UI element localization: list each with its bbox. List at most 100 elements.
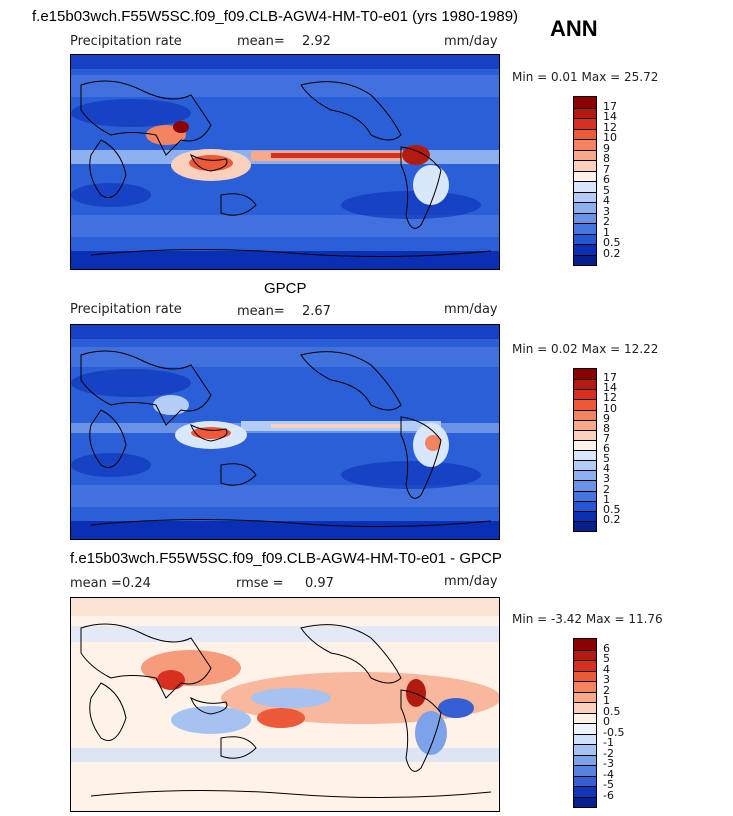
- colorbar-swatch: [574, 786, 596, 797]
- colorbar-tick-label: -0.5: [603, 725, 625, 739]
- colorbar-swatch: [574, 681, 596, 692]
- colorbar-tick-label: 17: [603, 99, 617, 113]
- colorbar-tick-label: 10: [603, 401, 617, 415]
- diff-minmax: Min = -3.42 Max = 11.76: [512, 612, 663, 626]
- colorbar-tick-label: 12: [603, 391, 617, 405]
- colorbar-tick-label: 4: [603, 194, 610, 207]
- colorbar-tick-label: 0: [603, 715, 610, 728]
- colorbar-tick-label: 10: [603, 131, 617, 144]
- model-minmax: Min = 0.01 Max = 25.72: [512, 70, 659, 84]
- colorbar-tick-label: 4: [603, 462, 610, 476]
- colorbar-swatch: [574, 733, 596, 744]
- colorbar-tick-label: 0.5: [603, 502, 621, 516]
- model-field-label: Precipitation rate: [70, 34, 182, 49]
- colorbar-tick-label: 0.2: [603, 512, 621, 526]
- colorbar-swatch: [574, 660, 596, 671]
- obs-mean-value: 2.67: [302, 304, 331, 319]
- colorbar-tick-label: -6: [603, 788, 614, 802]
- colorbar-swatch: [574, 429, 596, 440]
- colorbar-tick-label: 1: [603, 694, 610, 707]
- colorbar-swatch: [574, 244, 596, 255]
- colorbar-swatch: [574, 796, 596, 807]
- colorbar-tick-label: 7: [603, 431, 610, 445]
- colorbar-swatch: [574, 649, 596, 660]
- colorbar-tick-label: 8: [603, 421, 610, 435]
- model-colorbar: [573, 96, 597, 266]
- colorbar-swatch: [574, 702, 596, 713]
- colorbar-swatch: [574, 480, 596, 491]
- model-precip-map: [70, 54, 500, 270]
- colorbar-swatch: [574, 500, 596, 511]
- colorbar-tick-label: 14: [603, 381, 617, 395]
- colorbar-swatch: [574, 149, 596, 160]
- obs-minmax: Min = 0.02 Max = 12.22: [512, 342, 659, 356]
- colorbar-swatch: [574, 520, 596, 531]
- colorbar-tick-label: -1: [603, 736, 614, 749]
- colorbar-swatch: [574, 510, 596, 521]
- colorbar-swatch: [574, 639, 596, 650]
- colorbar-swatch: [574, 379, 596, 390]
- colorbar-tick-label: 2: [603, 482, 610, 496]
- colorbar-swatch: [574, 97, 596, 108]
- colorbar-tick-label: 7: [603, 162, 610, 176]
- obs-field-label: Precipitation rate: [70, 302, 182, 317]
- colorbar-swatch: [574, 202, 596, 213]
- model-units: mm/day: [444, 34, 498, 49]
- colorbar-tick-label: 5: [603, 452, 610, 466]
- colorbar-swatch: [574, 775, 596, 786]
- colorbar-swatch: [574, 712, 596, 723]
- colorbar-tick-label: 14: [603, 110, 617, 123]
- colorbar-tick-label: 3: [603, 673, 610, 686]
- obs-mean-label: mean=: [237, 304, 285, 319]
- season-label: ANN: [550, 16, 598, 41]
- colorbar-swatch: [574, 223, 596, 234]
- colorbar-swatch: [574, 419, 596, 430]
- colorbar-swatch: [574, 450, 596, 461]
- model-mean-label: mean=: [237, 34, 285, 49]
- colorbar-tick-label: 12: [603, 120, 617, 134]
- colorbar-swatch: [574, 670, 596, 681]
- colorbar-tick-label: -4: [603, 767, 614, 781]
- colorbar-swatch: [574, 723, 596, 734]
- obs-colorbar: [573, 368, 597, 532]
- colorbar-swatch: [574, 254, 596, 265]
- colorbar-swatch: [574, 439, 596, 450]
- obs-heading: GPCP: [264, 280, 307, 297]
- diff-mean-value: 0.24: [122, 576, 151, 591]
- colorbar-tick-label: 17: [603, 371, 617, 385]
- colorbar-swatch: [574, 691, 596, 702]
- colorbar-swatch: [574, 389, 596, 400]
- diff-units: mm/day: [444, 574, 498, 589]
- colorbar-tick-label: 5: [603, 652, 610, 665]
- obs-units: mm/day: [444, 302, 498, 317]
- colorbar-tick-label: 9: [603, 411, 610, 425]
- colorbar-swatch: [574, 765, 596, 776]
- colorbar-swatch: [574, 118, 596, 129]
- colorbar-tick-label: 3: [603, 204, 610, 218]
- colorbar-tick-label: -5: [603, 778, 614, 791]
- colorbar-tick-label: 0.2: [603, 246, 621, 260]
- colorbar-tick-label: 2: [603, 215, 610, 228]
- colorbar-tick-label: 6: [603, 442, 610, 455]
- colorbar-swatch: [574, 107, 596, 118]
- colorbar-tick-label: 6: [603, 641, 610, 655]
- colorbar-tick-label: 1: [603, 225, 610, 239]
- colorbar-swatch: [574, 128, 596, 139]
- colorbar-tick-label: -3: [603, 757, 614, 770]
- colorbar-swatch: [574, 212, 596, 223]
- colorbar-tick-label: 0.5: [603, 704, 621, 718]
- diff-rmse-label: rmse =: [236, 576, 284, 591]
- diff-mean-label: mean =: [70, 576, 122, 591]
- model-mean-value: 2.92: [302, 34, 331, 49]
- colorbar-tick-label: 5: [603, 183, 610, 197]
- colorbar-tick-label: 9: [603, 141, 610, 155]
- colorbar-swatch: [574, 470, 596, 481]
- colorbar-swatch: [574, 754, 596, 765]
- obs-precip-map: [70, 324, 500, 540]
- run-title: f.e15b03wch.F55W5SC.f09_f09.CLB-AGW4-HM-…: [32, 8, 519, 25]
- colorbar-tick-label: 0.5: [603, 236, 621, 249]
- colorbar-tick-label: 3: [603, 472, 610, 486]
- colorbar-swatch: [574, 233, 596, 244]
- colorbar-tick-label: 2: [603, 683, 610, 697]
- colorbar-swatch: [574, 490, 596, 501]
